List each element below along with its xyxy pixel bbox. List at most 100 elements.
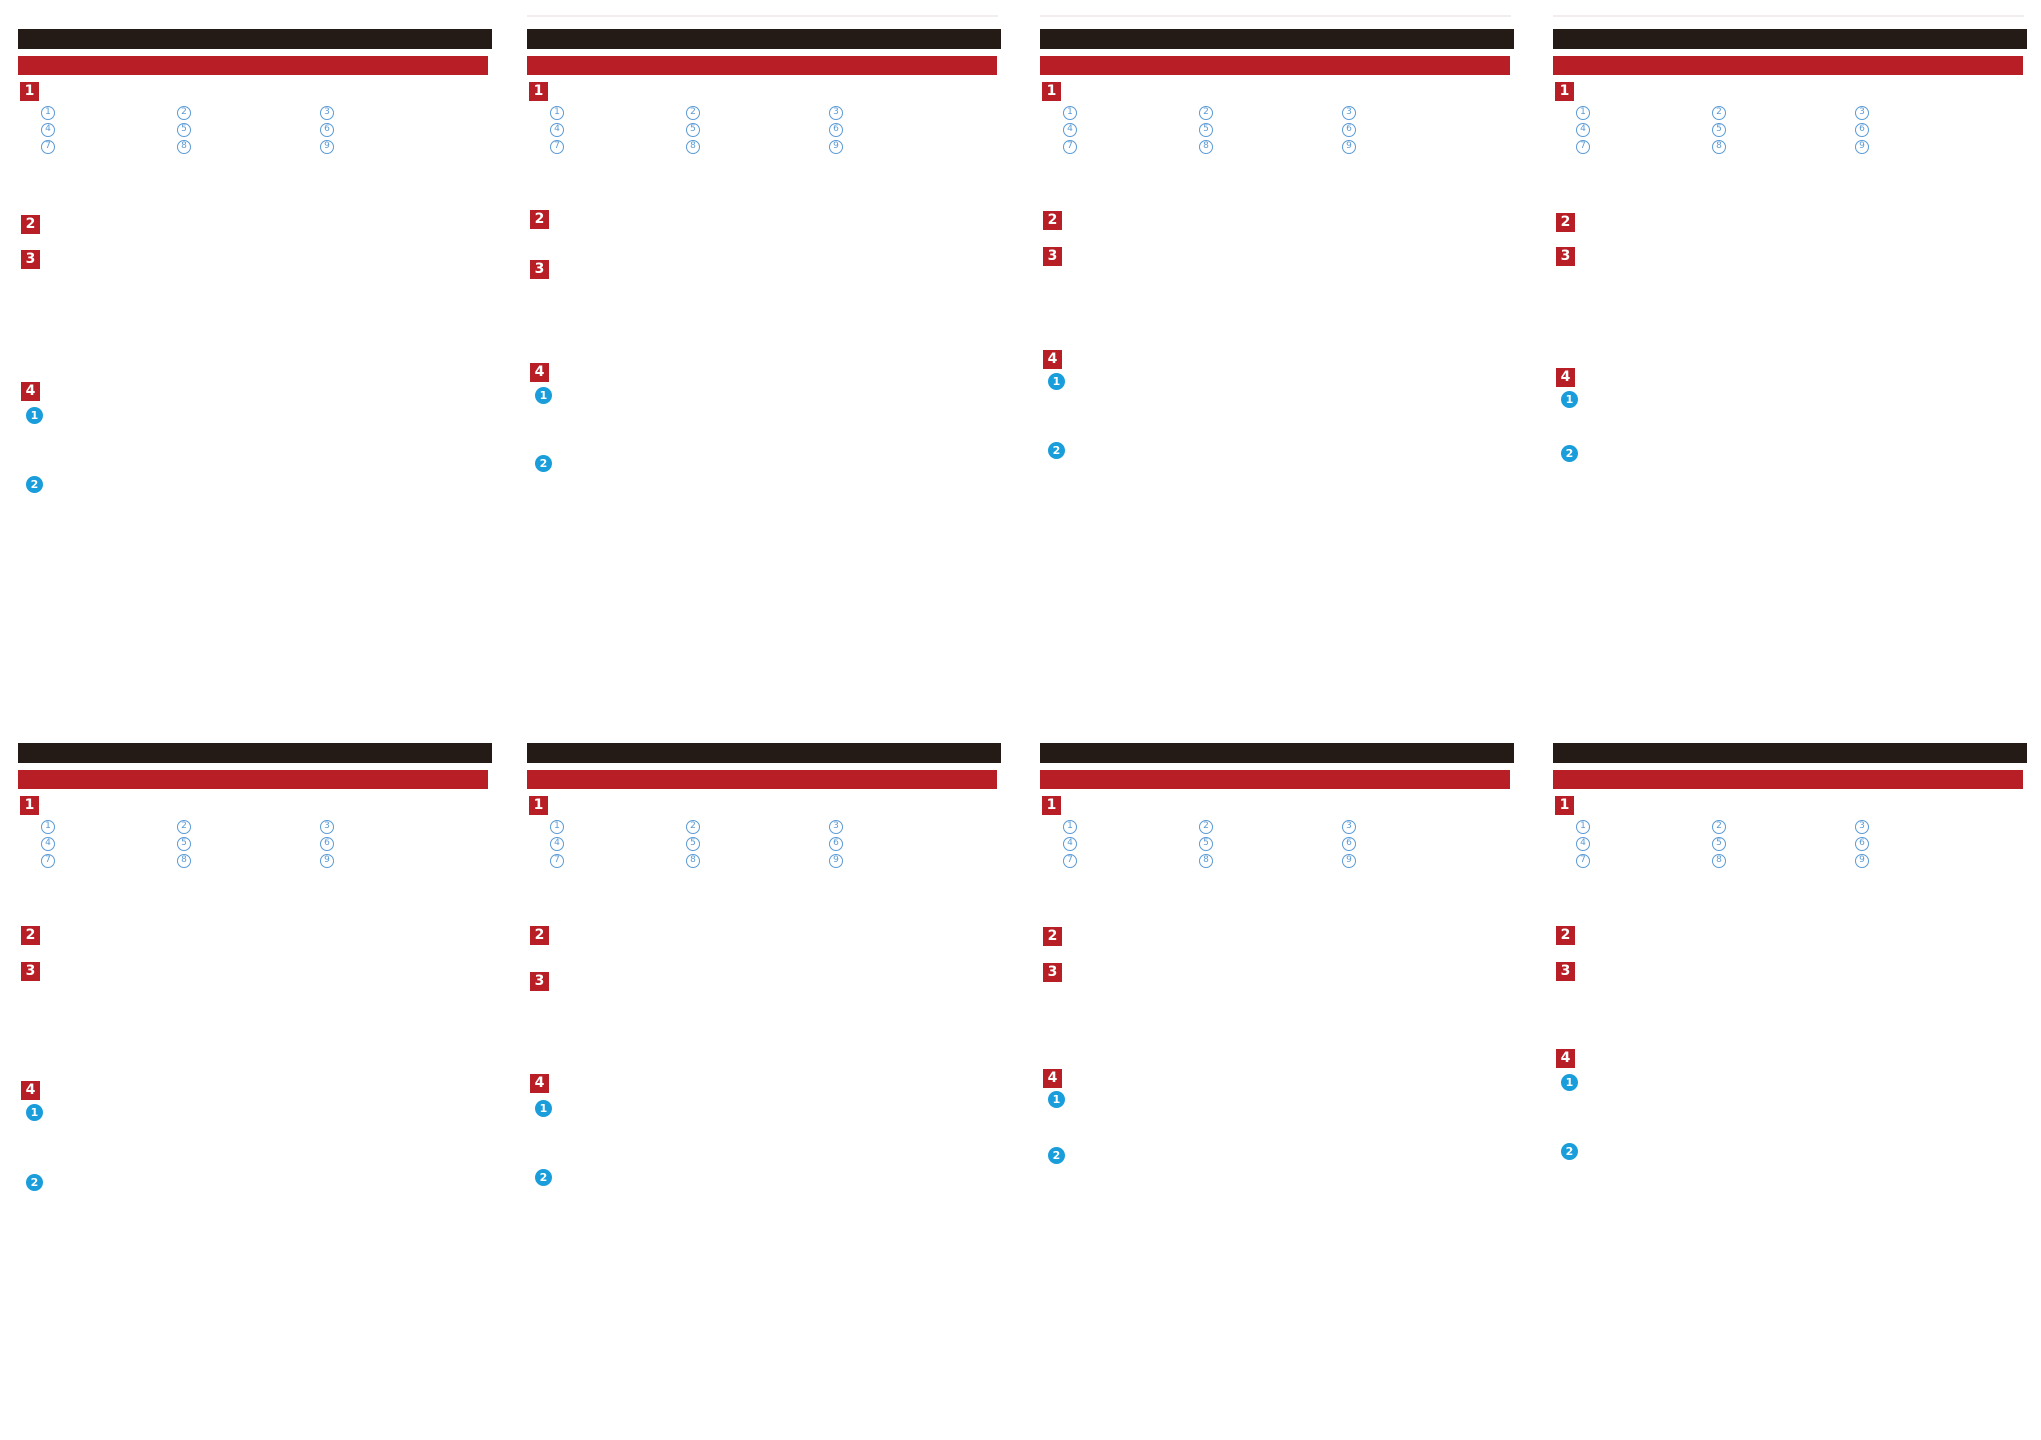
circled-number-slot: 8 [177, 854, 191, 868]
circled-number-slot: 6 [1855, 123, 1869, 137]
subtitle-bar [1040, 770, 1510, 789]
circled-number-slot: 3 [320, 820, 334, 834]
circled-number-slot: 5 [1712, 837, 1726, 851]
section-4-badge: 4 [1043, 1069, 1062, 1088]
circled-number-slot: 3 [320, 106, 334, 120]
circled-number-slot: 7 [1576, 140, 1590, 154]
circled-number-slot: 3 [1342, 820, 1356, 834]
circled-number-slot: 4 [550, 837, 564, 851]
circled-number-slot: 8 [1199, 854, 1213, 868]
circled-number-slot: 9 [1855, 854, 1869, 868]
circled-number-slot: 7 [1576, 854, 1590, 868]
circled-number-slot: 3 [1855, 820, 1869, 834]
circled-number-slot: 7 [1063, 140, 1077, 154]
circled-number-slot: 8 [1712, 140, 1726, 154]
section-4-badge: 4 [530, 1074, 549, 1093]
page-thumbnail[interactable]: 1 1 2 3 4 5 6 7 8 9 2 3 4 1 2 [1040, 0, 1514, 560]
section-2-badge: 2 [21, 926, 40, 945]
circled-number-slot: 9 [1342, 140, 1356, 154]
filled-answer-number: 2 [1048, 442, 1065, 459]
section-1-badge: 1 [1555, 82, 1574, 101]
section-3-badge: 3 [1043, 963, 1062, 982]
circled-number-slot: 1 [1063, 106, 1077, 120]
circled-number-slot: 2 [177, 106, 191, 120]
circled-number-slot: 6 [1342, 123, 1356, 137]
circled-number-slot: 6 [829, 837, 843, 851]
circled-number-slot: 3 [1855, 106, 1869, 120]
circled-number-slot: 4 [1063, 837, 1077, 851]
section-3-badge: 3 [530, 972, 549, 991]
filled-answer-number: 2 [1048, 1147, 1065, 1164]
section-4-badge: 4 [1556, 368, 1575, 387]
section-3-badge: 3 [21, 962, 40, 981]
circled-number-slot: 9 [1342, 854, 1356, 868]
circled-number-slot: 1 [550, 820, 564, 834]
title-bar [1553, 743, 2027, 763]
page-thumbnail[interactable]: 1 1 2 3 4 5 6 7 8 9 2 3 4 1 2 [1040, 714, 1514, 1274]
circled-number-slot: 7 [41, 140, 55, 154]
circled-number-slot: 9 [829, 140, 843, 154]
page-thumbnail[interactable]: 1 1 2 3 4 5 6 7 8 9 2 3 4 1 2 [18, 0, 492, 560]
title-bar [18, 29, 492, 49]
circled-number-slot: 5 [177, 123, 191, 137]
circled-number-slot: 1 [1576, 820, 1590, 834]
circled-number-slot: 2 [686, 106, 700, 120]
section-4-badge: 4 [1043, 350, 1062, 369]
circled-number-slot: 9 [829, 854, 843, 868]
subtitle-bar [527, 770, 997, 789]
circled-number-slot: 4 [550, 123, 564, 137]
circled-number-slot: 5 [686, 123, 700, 137]
filled-answer-number: 1 [1561, 1074, 1578, 1091]
section-3-badge: 3 [21, 250, 40, 269]
filled-answer-number: 1 [1561, 391, 1578, 408]
filled-answer-number: 2 [1561, 445, 1578, 462]
page-thumbnail[interactable]: 1 1 2 3 4 5 6 7 8 9 2 3 4 1 2 [1553, 714, 2027, 1274]
title-bar [1040, 29, 1514, 49]
filled-answer-number: 1 [1048, 373, 1065, 390]
circled-number-slot: 1 [41, 106, 55, 120]
circled-number-slot: 4 [41, 837, 55, 851]
circled-number-slot: 4 [1576, 837, 1590, 851]
circled-number-slot: 6 [829, 123, 843, 137]
section-2-badge: 2 [1043, 211, 1062, 230]
circled-number-slot: 2 [1712, 820, 1726, 834]
title-bar [1553, 29, 2027, 49]
circled-number-slot: 2 [1199, 820, 1213, 834]
circled-number-slot: 8 [686, 140, 700, 154]
filled-answer-number: 2 [535, 1169, 552, 1186]
section-3-badge: 3 [1043, 247, 1062, 266]
circled-number-slot: 1 [550, 106, 564, 120]
circled-number-slot: 2 [177, 820, 191, 834]
filled-answer-number: 1 [535, 1100, 552, 1117]
circled-number-slot: 5 [177, 837, 191, 851]
circled-number-slot: 7 [1063, 854, 1077, 868]
section-2-badge: 2 [1556, 926, 1575, 945]
section-1-badge: 1 [1555, 796, 1574, 815]
circled-number-slot: 8 [686, 854, 700, 868]
circled-number-slot: 6 [320, 123, 334, 137]
page-top-edge [1553, 15, 2024, 17]
circled-number-slot: 1 [1063, 820, 1077, 834]
page-thumbnail[interactable]: 1 1 2 3 4 5 6 7 8 9 2 3 4 1 2 [18, 714, 492, 1274]
circled-number-slot: 7 [550, 140, 564, 154]
circled-number-slot: 5 [1712, 123, 1726, 137]
subtitle-bar [1040, 56, 1510, 75]
circled-number-slot: 3 [829, 820, 843, 834]
circled-number-slot: 4 [41, 123, 55, 137]
page-top-edge [1040, 15, 1511, 17]
section-1-badge: 1 [20, 796, 39, 815]
section-2-badge: 2 [21, 215, 40, 234]
circled-number-slot: 2 [1712, 106, 1726, 120]
section-4-badge: 4 [21, 1081, 40, 1100]
subtitle-bar [18, 56, 488, 75]
circled-number-slot: 9 [320, 140, 334, 154]
page-thumbnail[interactable]: 1 1 2 3 4 5 6 7 8 9 2 3 4 1 2 [527, 714, 1001, 1274]
circled-number-slot: 4 [1063, 123, 1077, 137]
page-thumbnail[interactable]: 1 1 2 3 4 5 6 7 8 9 2 3 4 1 2 [527, 0, 1001, 560]
filled-answer-number: 2 [26, 1174, 43, 1191]
circled-number-slot: 9 [1855, 140, 1869, 154]
page-thumbnail[interactable]: 1 1 2 3 4 5 6 7 8 9 2 3 4 1 2 [1553, 0, 2027, 560]
circled-number-slot: 8 [177, 140, 191, 154]
circled-number-slot: 3 [829, 106, 843, 120]
